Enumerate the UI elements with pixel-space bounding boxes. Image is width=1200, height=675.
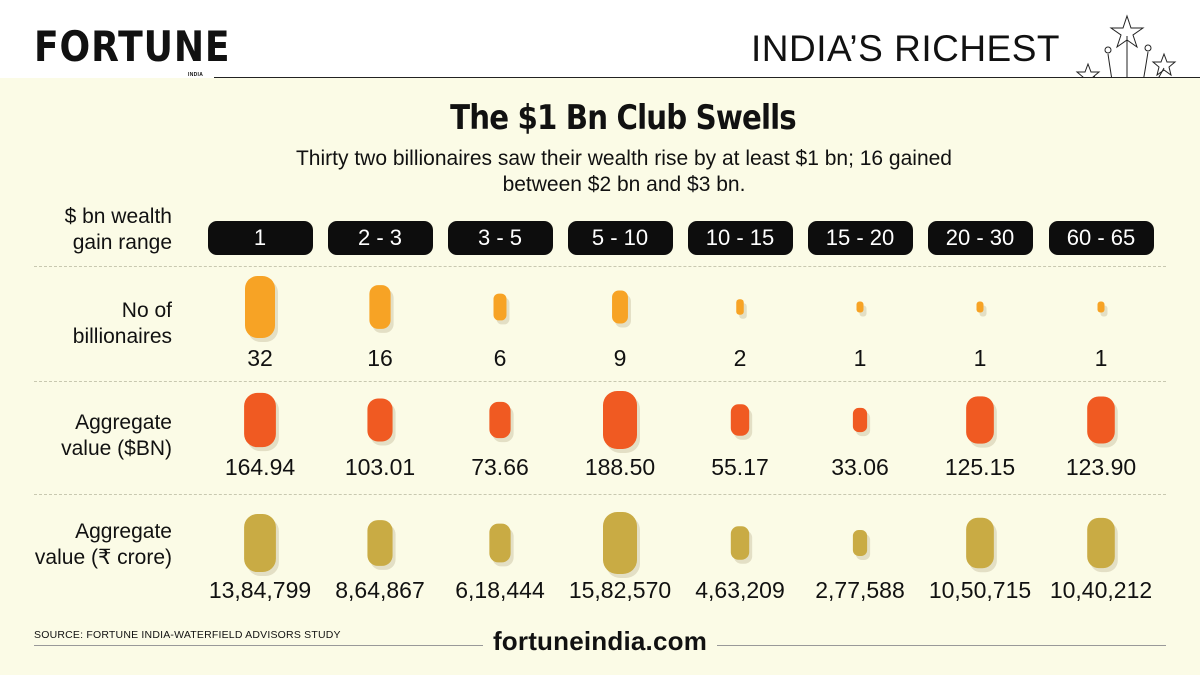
value-bubble [852, 407, 868, 433]
value-bubble [856, 301, 864, 313]
value-bubble [966, 396, 994, 444]
value-bubble [367, 398, 393, 442]
value-label: 16 [367, 345, 393, 371]
range-pill: 10 - 15 [687, 221, 793, 255]
value-bubble [603, 512, 637, 574]
inr-row-label-line1: Aggregate [75, 520, 172, 543]
range-row-label-line1: $ bn wealth [64, 205, 172, 228]
chart-title: The $1 Bn Club Swells [450, 98, 796, 138]
usd-row-label-line2: value ($BN) [61, 437, 172, 460]
masthead: FORTUNE INDIA INDIA’S RICHEST [0, 0, 1200, 173]
row-divider-2 [34, 381, 1166, 382]
infographic-panel [0, 78, 1200, 675]
value-label: 15,82,570 [568, 577, 672, 603]
value-label: 4,63,209 [695, 577, 785, 603]
range-pill: 15 - 20 [807, 221, 913, 255]
footer-url-text: fortuneindia.com [482, 626, 718, 656]
section-title: INDIA’S RICHEST [750, 28, 1060, 69]
value-label: 32 [247, 345, 273, 371]
value-label: 8,64,867 [335, 577, 425, 603]
value-bubble [244, 514, 276, 572]
inr-row-label: Aggregate value (₹ crore) [0, 519, 172, 571]
value-bubble [244, 392, 276, 448]
usd-row-label: Aggregate value ($BN) [0, 410, 172, 462]
count-row-label-line1: No of [121, 299, 172, 322]
chart-subtitle: Thirty two billionaires saw their wealth… [295, 147, 952, 196]
range-pill: 60 - 65 [1048, 221, 1154, 255]
value-bubble [489, 401, 511, 439]
value-bubble [612, 290, 628, 324]
value-bubble [730, 526, 750, 560]
count-row-label-line2: billionaires [72, 325, 172, 348]
range-pill: 1 [207, 221, 313, 255]
value-label: 55.17 [711, 454, 769, 480]
range-row-label-line2: gain range [72, 231, 172, 254]
fortune-logo-edition: INDIA [188, 72, 204, 78]
value-label: 103.01 [344, 454, 416, 480]
value-label: 188.50 [584, 454, 656, 480]
masthead-rule [214, 77, 1200, 78]
usd-row-label-line1: Aggregate [75, 411, 172, 434]
value-label: 6,18,444 [455, 577, 545, 603]
source-note: SOURCE: FORTUNE INDIA-WATERFIELD ADVISOR… [34, 629, 341, 641]
value-label: 73.66 [471, 454, 529, 480]
value-bubble [730, 404, 750, 436]
value-label: 10,40,212 [1049, 577, 1153, 603]
value-label: 1 [1094, 345, 1108, 371]
range-pill: 3 - 5 [447, 221, 553, 255]
value-label: 125.15 [944, 454, 1016, 480]
count-row-label: No of billionaires [0, 298, 172, 350]
inr-row-label-line2: value (₹ crore) [34, 546, 172, 569]
value-bubble [245, 276, 275, 338]
value-bubble [1087, 517, 1115, 569]
range-pill: 2 - 3 [327, 221, 433, 255]
row-divider-1 [34, 266, 1166, 267]
value-label: 1 [973, 345, 987, 371]
fortune-logo: FORTUNE [34, 22, 231, 71]
footer-url: fortuneindia.com [0, 626, 1200, 657]
value-label: 2,77,588 [815, 577, 905, 603]
range-pill: 5 - 10 [567, 221, 673, 255]
value-bubble [1087, 396, 1115, 444]
value-label: 6 [493, 345, 507, 371]
value-label: 1 [853, 345, 867, 371]
value-bubble [367, 520, 393, 566]
range-pill: 20 - 30 [927, 221, 1033, 255]
value-bubble [493, 293, 507, 321]
value-bubble [736, 299, 744, 315]
value-bubble [369, 285, 391, 329]
value-label: 2 [733, 345, 747, 371]
value-label: 123.90 [1065, 454, 1137, 480]
value-bubble [852, 530, 868, 556]
value-label: 33.06 [831, 454, 889, 480]
value-label: 9 [613, 345, 627, 371]
range-row-label: $ bn wealth gain range [0, 204, 172, 256]
value-label: 164.94 [224, 454, 296, 480]
value-bubble [603, 391, 637, 449]
row-divider-3 [34, 494, 1166, 495]
value-bubble [976, 301, 984, 313]
value-bubble [1097, 301, 1105, 313]
value-label: 13,84,799 [208, 577, 312, 603]
value-label: 10,50,715 [928, 577, 1032, 603]
value-bubble [966, 517, 994, 569]
value-bubble [489, 523, 511, 563]
